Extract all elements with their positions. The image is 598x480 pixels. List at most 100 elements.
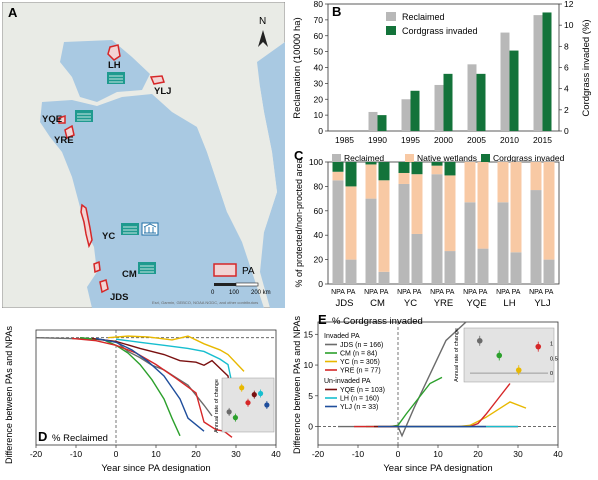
bar-cordgrass (398, 162, 410, 173)
group-label: JDS (336, 298, 354, 309)
site-label-ylj: YLJ (154, 86, 171, 97)
bar-label: NPA (364, 289, 378, 296)
legend-pa-swatch (213, 263, 237, 277)
chart-e-inset (463, 327, 555, 383)
bar-native (411, 174, 423, 234)
inset-y-tick-label: 0.5 (550, 356, 558, 362)
bar-reclaimed (401, 99, 411, 131)
north-arrow-icon (258, 30, 268, 47)
y2-tick-label: 10 (564, 20, 574, 30)
panel-b-chart: B 0 10 20 30 40 50 60 70 80 0 2 4 6 8 10 12 1985 1990 19… (290, 0, 596, 150)
panel-label-d: D (38, 429, 47, 444)
x-tick-label: 30 (231, 449, 241, 459)
y-tick-label: 60 (314, 206, 324, 216)
chart-e-legend: Invaded PA JDS (n = 166) CM (n = 84)YC (n … (324, 333, 385, 411)
chart-e-ylabel: Difference between PAs and NPAs (292, 315, 302, 454)
bar-reclaimed (533, 15, 543, 131)
scale-label-100: 100 (229, 290, 240, 296)
bar-reclaimed (497, 202, 509, 284)
bar-cordgrass (444, 162, 456, 176)
legend-label-c-reclaimed: Reclaimed (344, 153, 384, 163)
bar-reclaimed (378, 271, 390, 284)
y-tick-label: 80 (314, 181, 324, 191)
bar-label: NPA (529, 289, 543, 296)
scale-bar: 0 100 200 km (211, 282, 271, 296)
inset-point-yre (535, 343, 542, 350)
site-label-yc: YC (102, 231, 115, 242)
bar-cordgrass (410, 90, 420, 131)
bar-reclaimed (500, 32, 510, 132)
chart-e-y-axis: 0 5 10 15 (304, 329, 318, 432)
bar-cordgrass (377, 115, 387, 131)
panel-d-chart: -20 -10 0 10 20 30 40 Annual rate of change D … (0, 310, 290, 475)
y2-tick-label: 8 (564, 41, 569, 51)
series-line-cm (79, 336, 181, 437)
y-tick-label: 10 (304, 360, 314, 370)
group-label: LH (503, 298, 515, 309)
ramsar-icon (75, 110, 93, 122)
legend-item: JDS (n = 166) (340, 342, 383, 349)
bar-reclaimed (368, 111, 378, 131)
bar-label: NPA (463, 289, 477, 296)
legend-item: CM (n = 84) (340, 351, 377, 358)
legend-swatch-reclaimed (386, 12, 396, 21)
bar-cordgrass (476, 73, 486, 131)
x-tick-label: 2010 (500, 135, 519, 145)
x-tick-label: 0 (396, 449, 401, 459)
inset-point-ylj (264, 402, 270, 408)
y2-tick-label: 6 (564, 63, 569, 73)
bar-label: NPA (430, 289, 444, 296)
series-line-yqe (91, 337, 237, 430)
bar-reclaimed (345, 259, 357, 284)
ramsar-icon (121, 223, 139, 235)
x-tick-label: -10 (70, 449, 83, 459)
bar-reclaimed (398, 183, 410, 284)
bar-cordgrass (431, 162, 443, 166)
chart-b-right-axis: 0 2 4 6 8 10 12 (559, 0, 574, 136)
y-tick-label: 80 (314, 0, 324, 9)
bar-native (345, 186, 357, 260)
bar-cordgrass (411, 162, 423, 175)
legend-swatch-c-cordgrass (481, 154, 490, 162)
chart-d-title: % Reclaimed (52, 433, 108, 444)
bar-cordgrass (345, 162, 357, 187)
chart-e-x-axis: -20 -10 0 10 20 30 40 (312, 445, 563, 459)
chart-e-inset-ylabel: Annual rate of change (454, 328, 460, 382)
chart-d-svg: -20 -10 0 10 20 30 40 Annual rate of change D … (4, 325, 281, 474)
x-tick-label: -20 (30, 449, 43, 459)
bar-reclaimed (411, 233, 423, 284)
y-tick-label: 100 (309, 157, 323, 167)
bar-native (464, 162, 476, 203)
bar-label: PA (545, 289, 554, 296)
inset-point-lh (257, 390, 264, 397)
legend-item: YRE (n = 77) (340, 368, 381, 375)
bar-label: PA (413, 289, 422, 296)
chart-c-y-axis: 0 20 40 60 80 100 (309, 157, 328, 289)
pa-yre (64, 124, 75, 140)
series-line-yc (390, 401, 527, 428)
bar-label: PA (380, 289, 389, 296)
bar-native (477, 162, 489, 249)
panel-label-a: A (8, 5, 18, 20)
pa-ylj (149, 75, 165, 85)
bar-label: PA (347, 289, 356, 296)
map-sea-east (257, 42, 285, 308)
x-tick-label: 1990 (368, 135, 387, 145)
chart-c-legend: Reclaimed Native wetlands Cordgrass inva… (332, 153, 565, 163)
bar-label: NPA (496, 289, 510, 296)
north-label: N (259, 16, 266, 27)
x-tick-label: 2015 (533, 135, 552, 145)
inset-point-jds (226, 409, 232, 415)
chart-d-xlabel: Year since PA designation (101, 463, 210, 474)
panel-label-b: B (332, 4, 341, 19)
map-sea-yellow-sea (40, 94, 264, 308)
y-tick-label: 20 (314, 94, 324, 104)
bar-native (365, 164, 377, 199)
group-label: YLJ (534, 298, 551, 309)
x-tick-label: 20 (191, 449, 201, 459)
series-line-ylj (95, 337, 205, 432)
y-tick-label: 30 (314, 78, 324, 88)
bar-label: NPA (331, 289, 345, 296)
